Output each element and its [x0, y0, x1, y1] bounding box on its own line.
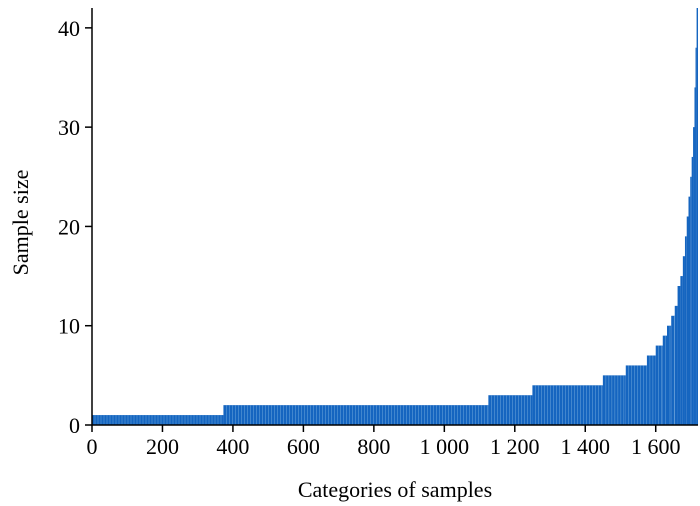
x-tick-label: 0 [87, 434, 98, 459]
bar-segment-3 [532, 385, 603, 425]
bar-segment-9 [667, 325, 672, 425]
bar-segment-16 [686, 216, 689, 425]
y-tick-label: 40 [58, 16, 80, 41]
bar-segment-17 [688, 196, 691, 425]
bar-segment-11 [674, 305, 678, 425]
bar-segment-10 [671, 315, 675, 425]
bar-segment-18 [690, 176, 692, 425]
x-tick-label: 1 400 [561, 434, 611, 459]
y-tick-label: 30 [58, 115, 80, 140]
y-tick-label: 20 [58, 214, 80, 239]
x-axis-ticks: 0 200 400 600 800 1 000 1 200 1 400 1 600 [87, 425, 681, 459]
x-tick-label: 400 [216, 434, 249, 459]
x-tick-label: 800 [357, 434, 390, 459]
bars-group [92, 8, 698, 426]
y-tick-label: 0 [69, 413, 80, 438]
y-axis-title: Sample size [8, 170, 33, 276]
bar-segment-7 [655, 345, 663, 425]
bar-segment-22 [695, 47, 697, 426]
bar-segment-6 [646, 355, 656, 425]
bar-segment-14 [682, 256, 685, 425]
bar-segment-8 [662, 335, 667, 425]
bar-segment-23 [696, 8, 698, 425]
x-tick-label: 600 [287, 434, 320, 459]
bar-segment-2 [488, 395, 533, 425]
bar-edges [94, 315, 675, 425]
x-tick-label: 1 000 [420, 434, 470, 459]
x-tick-label: 1 200 [490, 434, 540, 459]
x-tick-label: 200 [146, 434, 179, 459]
bar-segment-4 [602, 375, 626, 425]
x-axis-title: Categories of samples [298, 477, 492, 502]
y-tick-label: 10 [58, 314, 80, 339]
bar-segment-12 [677, 286, 681, 425]
bar-segment-20 [693, 127, 695, 425]
bar-segment-5 [625, 365, 647, 425]
bar-segment-15 [684, 236, 687, 425]
bar-segment-19 [691, 156, 694, 425]
y-axis-ticks: 0 10 20 30 40 [58, 16, 92, 438]
x-tick-label: 1 600 [631, 434, 681, 459]
bar-segment-13 [680, 276, 683, 425]
bar-segment-21 [694, 87, 696, 426]
bar-segment-0 [92, 415, 224, 425]
